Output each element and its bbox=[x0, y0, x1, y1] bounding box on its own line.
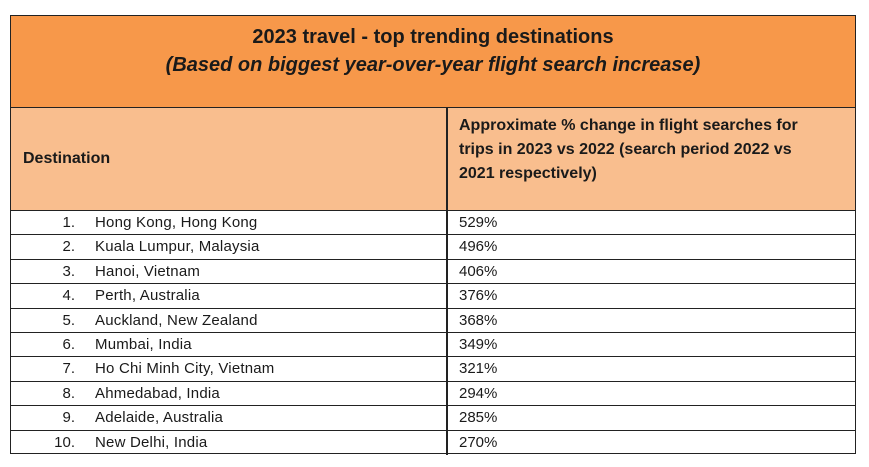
row-destination: Ho Chi Minh City, Vietnam bbox=[95, 360, 275, 378]
row-rank: 1. bbox=[62, 214, 75, 231]
table-row: 5. Auckland, New Zealand 368% bbox=[11, 309, 855, 333]
title-band: 2023 travel - top trending destinations … bbox=[11, 16, 855, 108]
table-row: 2. Kuala Lumpur, Malaysia 496% bbox=[11, 235, 855, 260]
table-row: 4. Perth, Australia 376% bbox=[11, 284, 855, 309]
header-destination: Destination bbox=[23, 150, 111, 167]
destinations-table: 2023 travel - top trending destinations … bbox=[10, 15, 856, 455]
row-rank: 9. bbox=[62, 409, 75, 427]
row-destination: Auckland, New Zealand bbox=[95, 311, 258, 329]
row-rank: 10. bbox=[54, 433, 75, 451]
table-row: 10. New Delhi, India 270% bbox=[11, 431, 855, 455]
table-row: 9. Adelaide, Australia 285% bbox=[11, 406, 855, 431]
header-row: Destination Approximate % change in flig… bbox=[11, 108, 855, 211]
row-change: 376% bbox=[459, 287, 498, 305]
row-destination: Mumbai, India bbox=[95, 335, 192, 353]
row-change: 368% bbox=[459, 311, 498, 329]
row-change: 406% bbox=[459, 262, 498, 280]
row-rank: 5. bbox=[62, 311, 75, 329]
table-row: 6. Mumbai, India 349% bbox=[11, 333, 855, 358]
row-destination: Kuala Lumpur, Malaysia bbox=[95, 238, 260, 256]
row-change: 321% bbox=[459, 360, 498, 378]
row-change: 285% bbox=[459, 409, 498, 427]
row-destination: New Delhi, India bbox=[95, 433, 208, 451]
row-destination: Hong Kong, Hong Kong bbox=[95, 214, 258, 231]
table-row: 8. Ahmedabad, India 294% bbox=[11, 382, 855, 407]
row-change: 496% bbox=[459, 238, 498, 256]
row-rank: 7. bbox=[62, 360, 75, 378]
table-row: 3. Hanoi, Vietnam 406% bbox=[11, 260, 855, 285]
column-divider bbox=[446, 108, 448, 455]
table-title: 2023 travel - top trending destinations bbox=[252, 26, 614, 48]
row-destination: Ahmedabad, India bbox=[95, 384, 220, 402]
row-destination: Adelaide, Australia bbox=[95, 409, 224, 427]
table-body: 1. Hong Kong, Hong Kong 529% 2. Kuala Lu… bbox=[11, 211, 855, 455]
table-row: 1. Hong Kong, Hong Kong 529% bbox=[11, 211, 855, 236]
row-change: 294% bbox=[459, 384, 498, 402]
row-rank: 2. bbox=[62, 238, 75, 256]
table-subtitle: (Based on biggest year-over-year flight … bbox=[165, 54, 701, 76]
row-change: 349% bbox=[459, 335, 498, 353]
row-change: 529% bbox=[459, 214, 498, 231]
row-rank: 3. bbox=[62, 262, 75, 280]
row-destination: Perth, Australia bbox=[95, 287, 200, 305]
row-rank: 4. bbox=[62, 287, 75, 305]
header-change: Approximate % change in flight searches … bbox=[459, 117, 798, 182]
table-row: 7. Ho Chi Minh City, Vietnam 321% bbox=[11, 357, 855, 382]
row-rank: 8. bbox=[62, 384, 75, 402]
row-destination: Hanoi, Vietnam bbox=[95, 262, 201, 280]
row-change: 270% bbox=[459, 433, 498, 451]
row-rank: 6. bbox=[62, 335, 75, 353]
